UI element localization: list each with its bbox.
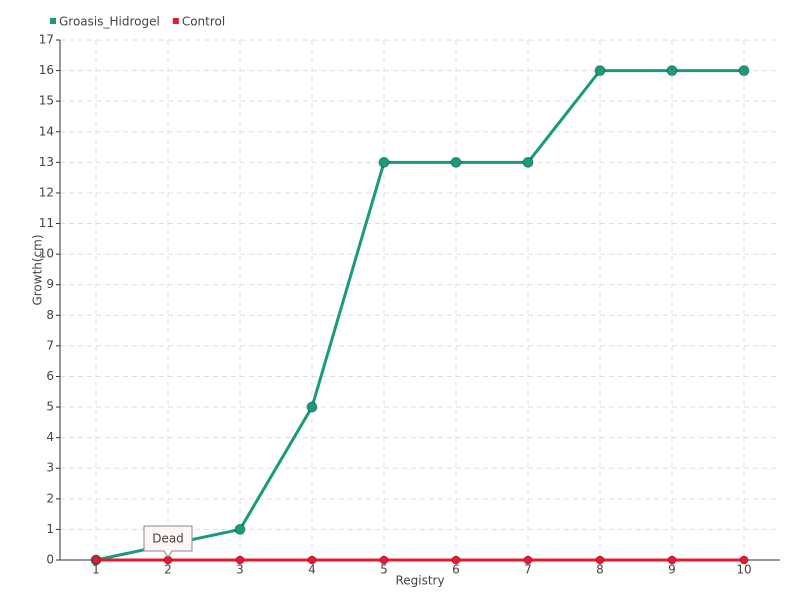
legend-label: Control: [182, 15, 225, 29]
x-tick-label: 2: [164, 563, 172, 577]
y-tick-label: 8: [46, 308, 54, 322]
data-point: [91, 555, 101, 565]
y-tick-label: 16: [39, 63, 54, 77]
y-axis-label: Growth(cm): [31, 234, 45, 305]
data-point: [523, 555, 533, 565]
data-point: [595, 555, 605, 565]
legend-swatch: [172, 18, 179, 24]
x-tick-label: 8: [596, 563, 604, 577]
data-point: [235, 555, 245, 565]
x-axis-label: Registry: [395, 574, 444, 588]
y-tick-label: 11: [39, 216, 54, 230]
y-tick-label: 14: [39, 124, 54, 138]
y-tick-label: 4: [46, 430, 54, 444]
x-tick-label: 7: [524, 563, 532, 577]
annotation-box: [143, 525, 193, 558]
y-tick-label: 3: [46, 461, 54, 475]
y-tick-label: 0: [46, 553, 54, 567]
data-point: [234, 523, 246, 535]
data-point: [378, 156, 390, 168]
y-tick-label: 1: [46, 522, 54, 536]
y-tick-label: 6: [46, 369, 54, 383]
y-tick-label: 5: [46, 400, 54, 414]
data-point: [739, 555, 749, 565]
x-tick-label: 6: [452, 563, 460, 577]
series-line: [95, 69, 744, 562]
x-tick-label: 4: [308, 563, 316, 577]
y-tick-label: 9: [46, 277, 54, 291]
data-point: [379, 555, 389, 565]
data-point: [594, 65, 606, 77]
legend-swatch: [50, 18, 56, 24]
data-point: [451, 555, 461, 565]
x-tick-label: 10: [736, 563, 751, 577]
annotation-text: Dead: [152, 532, 184, 546]
x-tick-label: 5: [380, 563, 388, 577]
data-point: [666, 65, 678, 77]
x-tick-label: 3: [236, 563, 244, 577]
legend-label: Groasis_Hidrogel: [59, 15, 160, 29]
data-point: [667, 555, 677, 565]
y-tick-label: 2: [46, 491, 54, 505]
data-point: [307, 555, 317, 565]
x-tick-label: 1: [92, 563, 100, 577]
y-tick-label: 13: [39, 155, 54, 169]
y-tick-label: 17: [39, 33, 54, 47]
y-tick-label: 15: [39, 94, 54, 108]
data-point: [522, 156, 534, 168]
y-tick-label: 12: [39, 185, 54, 199]
data-point: [306, 401, 318, 413]
data-point: [738, 65, 750, 77]
x-tick-label: 9: [668, 563, 676, 577]
data-point: [450, 156, 462, 168]
y-tick-label: 7: [46, 338, 54, 352]
y-tick-label: 10: [39, 247, 54, 261]
